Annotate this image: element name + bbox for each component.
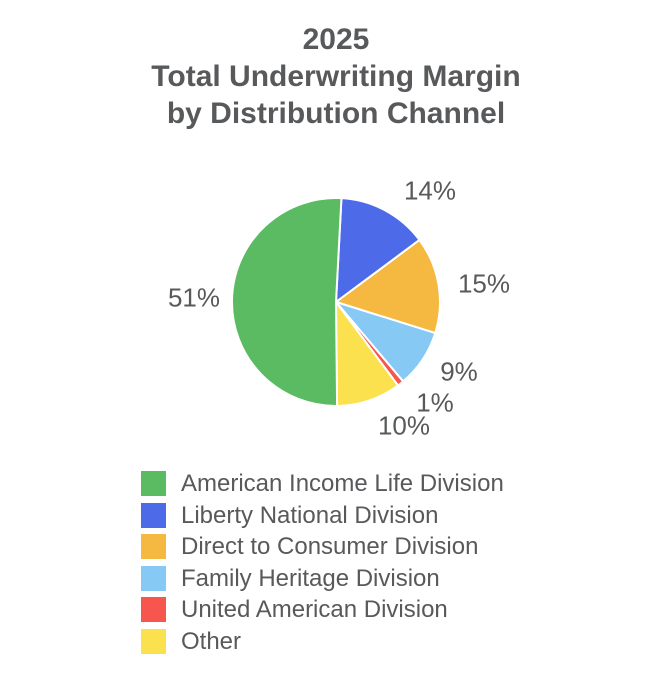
legend-row-united-american-division: United American Division	[141, 597, 504, 622]
legend-row-direct-to-consumer-division: Direct to Consumer Division	[141, 534, 504, 559]
pct-label-american-income-life-division: 51%	[167, 282, 221, 313]
legend-swatch-direct-to-consumer-division	[141, 534, 166, 559]
legend-row-other: Other	[141, 627, 504, 655]
legend-label-united-american-division: United American Division	[181, 596, 448, 623]
pie-slice-liberty-national-division	[335, 197, 421, 303]
title-line-sub: by Distribution Channel	[166, 97, 506, 130]
pct-label-united-american-division: 1%	[416, 387, 454, 418]
pct-label-other: 10%	[377, 410, 431, 441]
legend-label-direct-to-consumer-division: Direct to Consumer Division	[181, 533, 479, 560]
pct-label-family-heritage-division: 9%	[440, 356, 478, 387]
chart-legend: American Income Life Division Liberty Nat…	[141, 471, 504, 654]
legend-row-american-income-life-division: American Income Life Division	[141, 471, 504, 496]
pct-label-liberty-national-division: 14%	[403, 175, 457, 206]
legend-row-liberty-national-division: Liberty National Division	[141, 501, 504, 529]
legend-swatch-family-heritage-division	[141, 565, 166, 591]
legend-label-american-income-life-division: American Income Life Division	[181, 470, 504, 497]
legend-label-family-heritage-division: Family Heritage Division	[181, 564, 440, 592]
legend-swatch-united-american-division	[141, 597, 166, 622]
title-line-year: 2025	[302, 23, 370, 56]
pie-slice-american-income-life-division	[230, 197, 343, 407]
legend-swatch-other	[141, 628, 166, 654]
legend-label-liberty-national-division: Liberty National Division	[181, 501, 439, 529]
pct-label-direct-to-consumer-division: 15%	[457, 268, 511, 299]
legend-swatch-american-income-life-division	[141, 471, 166, 496]
legend-swatch-liberty-national-division	[141, 502, 166, 528]
legend-row-family-heritage-division: Family Heritage Division	[141, 564, 504, 592]
title-line-main: Total Underwriting Margin	[151, 60, 521, 93]
chart-title: 2025 Total Underwriting Margin by Distri…	[0, 21, 672, 132]
pie-chart	[230, 197, 441, 407]
legend-label-other: Other	[181, 627, 242, 655]
